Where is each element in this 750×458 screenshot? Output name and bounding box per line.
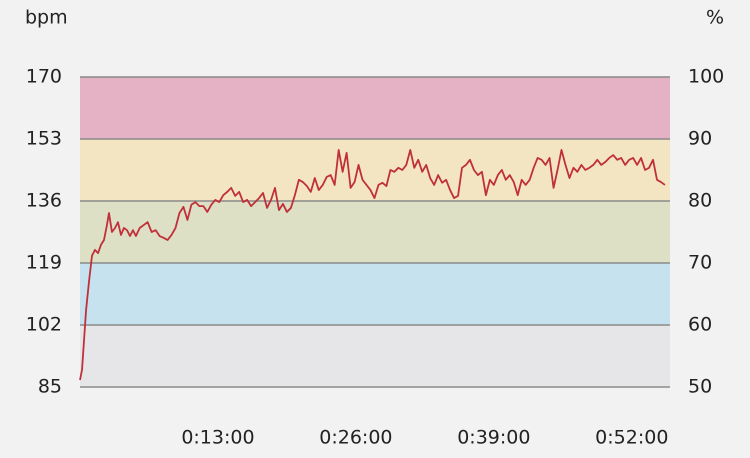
y2-tick-label: 80 bbox=[688, 190, 712, 212]
y-tick-label: 153 bbox=[26, 128, 62, 150]
x-tick-label: 0:13:00 bbox=[181, 427, 254, 449]
zone-band bbox=[80, 263, 670, 325]
y-tick-label: 136 bbox=[26, 190, 62, 212]
zone-band bbox=[80, 77, 670, 139]
zone-band bbox=[80, 325, 670, 387]
y2-axis-label: % bbox=[706, 7, 724, 29]
y-tick-label: 170 bbox=[26, 66, 62, 88]
y2-tick-label: 70 bbox=[688, 252, 712, 274]
y-tick-label: 119 bbox=[26, 252, 62, 274]
y2-tick-label: 90 bbox=[688, 128, 712, 150]
y-tick-label: 102 bbox=[26, 314, 62, 336]
x-tick-label: 0:39:00 bbox=[457, 427, 530, 449]
y2-tick-label: 100 bbox=[688, 66, 724, 88]
y2-tick-label: 60 bbox=[688, 314, 712, 336]
y2-tick-label: 50 bbox=[688, 376, 712, 398]
x-tick-label: 0:26:00 bbox=[319, 427, 392, 449]
y-tick-label: 85 bbox=[38, 376, 62, 398]
x-tick-label: 0:52:00 bbox=[595, 427, 668, 449]
zone-band bbox=[80, 139, 670, 201]
heart-rate-line bbox=[79, 149, 666, 381]
zone-band bbox=[80, 201, 670, 263]
y-axis-label: bpm bbox=[25, 7, 68, 29]
